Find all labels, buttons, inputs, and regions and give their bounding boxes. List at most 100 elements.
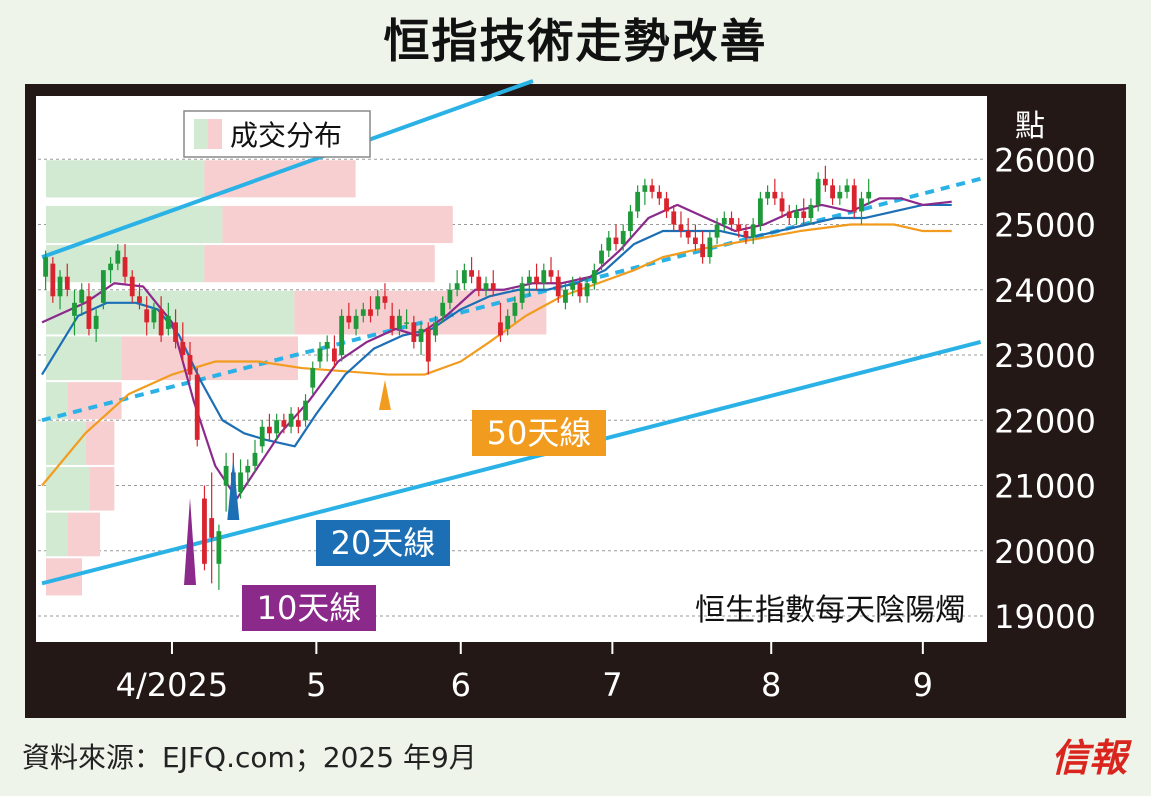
y-unit-label: 點	[1015, 109, 1045, 144]
candle-down	[664, 198, 669, 212]
series-caption: 恒生指數每天陰陽燭	[695, 593, 965, 628]
volume-bar-down	[67, 382, 122, 420]
candle-up	[339, 315, 345, 355]
x-tick-label: 7	[602, 666, 622, 704]
candle-down	[613, 237, 619, 245]
annotation-pointer	[227, 458, 240, 520]
annotation-box	[242, 585, 376, 631]
candle-down	[411, 322, 417, 342]
candle-up	[43, 257, 49, 277]
volume-bar-up	[46, 160, 205, 198]
candle-up	[396, 315, 402, 329]
candle-down	[498, 322, 503, 336]
candle-up	[57, 276, 63, 297]
candle-up	[165, 315, 171, 329]
candle-down	[425, 328, 431, 362]
candle-down	[144, 309, 150, 323]
y-tick-label: 24000	[994, 272, 1096, 310]
candle-down	[64, 276, 70, 290]
candle-up	[418, 328, 424, 342]
legend-label: 成交分布	[230, 119, 342, 152]
candle-down	[295, 420, 301, 427]
candle-down	[671, 211, 677, 225]
candle-up	[563, 289, 568, 303]
candle-up	[584, 283, 590, 297]
candle-up	[765, 191, 771, 199]
candle-up	[440, 302, 446, 316]
candle-down	[729, 217, 734, 225]
candle-down	[368, 309, 373, 316]
candle-up	[461, 270, 467, 284]
candle-down	[281, 420, 287, 427]
candle-up	[859, 198, 864, 212]
legend-swatch-up	[194, 119, 208, 149]
candle-up	[642, 185, 648, 192]
candle-down	[678, 224, 684, 232]
candle-down	[772, 191, 778, 199]
candle-down	[382, 296, 388, 303]
candle-up	[628, 211, 633, 232]
annotation-label: 20天線	[331, 524, 436, 562]
candle-down	[830, 185, 835, 199]
volume-bar-up	[46, 336, 122, 381]
volume-bar-down	[89, 466, 115, 511]
candle-up	[454, 283, 460, 290]
candle-down	[577, 283, 583, 297]
candle-up	[303, 400, 308, 421]
ma50-line	[41, 223, 952, 487]
candle-up	[375, 296, 381, 310]
candle-up	[223, 465, 229, 486]
candle-up	[750, 224, 756, 238]
x-tick-label: 9	[913, 666, 933, 704]
volume-bar-down	[204, 245, 435, 283]
candle-up	[216, 531, 222, 564]
candle-up	[310, 368, 316, 388]
x-tick-label: 5	[306, 666, 326, 704]
y-tick-label: 26000	[994, 141, 1096, 179]
candle-up	[100, 270, 106, 303]
candle-down	[490, 283, 496, 290]
candle-up	[526, 276, 532, 284]
volume-bar-down	[294, 290, 547, 335]
candle-down	[649, 185, 655, 192]
y-tick-label: 21000	[994, 468, 1096, 506]
annotation-label: 50天線	[487, 414, 592, 452]
candle-up	[707, 237, 713, 258]
y-tick-label: 19000	[994, 598, 1096, 636]
candle-down	[700, 244, 706, 258]
candle-up	[447, 289, 453, 303]
candle-down	[786, 211, 792, 218]
candle-down	[685, 231, 691, 238]
candle-down	[801, 211, 807, 218]
candle-down	[158, 309, 164, 336]
candle-down	[187, 355, 193, 375]
candle-down	[822, 178, 828, 186]
candle-up	[238, 472, 243, 493]
candle-up	[404, 322, 410, 324]
candle-down	[129, 276, 135, 297]
candle-up	[635, 191, 641, 212]
candle-down	[548, 270, 554, 277]
candle-up	[570, 283, 576, 290]
y-tick-label: 23000	[994, 337, 1096, 375]
candle-down	[693, 237, 698, 245]
page-title: 恒指技術走勢改善	[383, 14, 768, 68]
volume-bar-down	[67, 512, 100, 557]
candle-up	[606, 237, 612, 251]
candle-up	[815, 178, 821, 205]
candle-up	[115, 250, 121, 264]
candle-down	[202, 498, 207, 564]
candle-up	[483, 283, 489, 290]
candle-down	[180, 341, 186, 355]
candle-up	[714, 224, 720, 238]
candle-up	[505, 315, 511, 329]
ma10-line	[41, 197, 952, 500]
brand-logo: 信報	[1050, 735, 1127, 780]
legend-swatch-down	[208, 119, 222, 149]
annotation-pointer	[378, 380, 391, 410]
candle-down	[122, 257, 128, 277]
candle-down	[50, 263, 56, 297]
candle-down	[555, 276, 561, 297]
